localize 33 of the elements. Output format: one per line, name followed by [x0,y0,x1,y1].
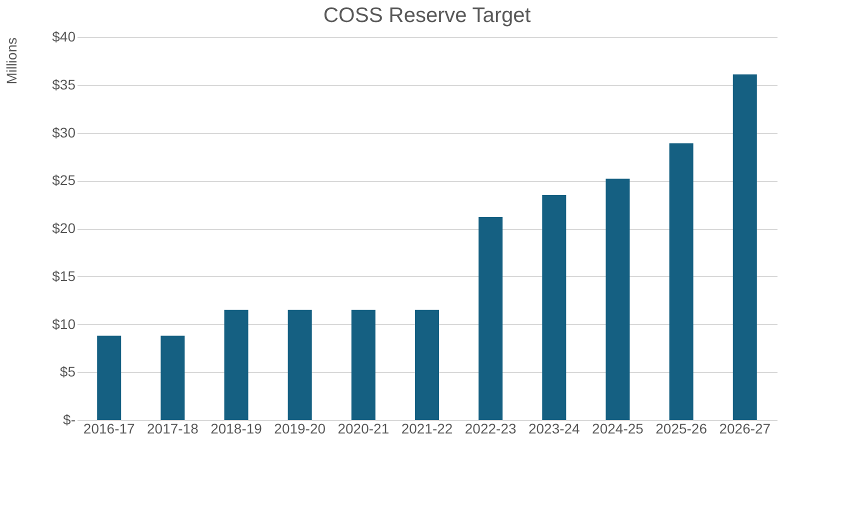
x-tick-label: 2022-23 [464,420,516,436]
y-tick-label: $15 [52,268,76,284]
bar [606,178,630,420]
x-tick-label: 2016-17 [83,420,136,436]
bar [351,310,376,420]
x-tick-label: 2020-21 [338,420,390,436]
bar [478,217,503,420]
x-tick-label: 2024-25 [592,420,644,436]
bar [669,143,694,420]
x-tick-label: 2017-18 [146,420,199,436]
bar [288,310,312,420]
y-tick-label: $- [63,412,76,428]
x-tick-label: 2023-24 [528,420,580,436]
y-tick-label: $5 [60,364,76,380]
bar [160,336,185,420]
x-tick-label: 2019-20 [274,420,326,436]
bar [415,310,439,420]
x-tick-label: 2026-27 [719,420,771,436]
y-tick-label: $20 [52,220,76,236]
y-tick-label: $25 [52,172,76,188]
y-tick-label: $35 [52,76,76,92]
bar [97,336,122,420]
x-tick-label: 2021-22 [401,420,453,436]
x-tick-label: 2018-19 [210,420,262,436]
bar [732,74,757,420]
y-axis-title: Millions [4,38,20,84]
bar [542,194,566,420]
y-tick-label: $30 [52,124,76,140]
x-tick-label: 2025-26 [656,420,708,436]
y-tick-label: $10 [52,316,76,332]
y-tick-label: $40 [52,28,76,44]
bar [224,310,248,420]
chart-title: COSS Reserve Target [323,4,531,27]
